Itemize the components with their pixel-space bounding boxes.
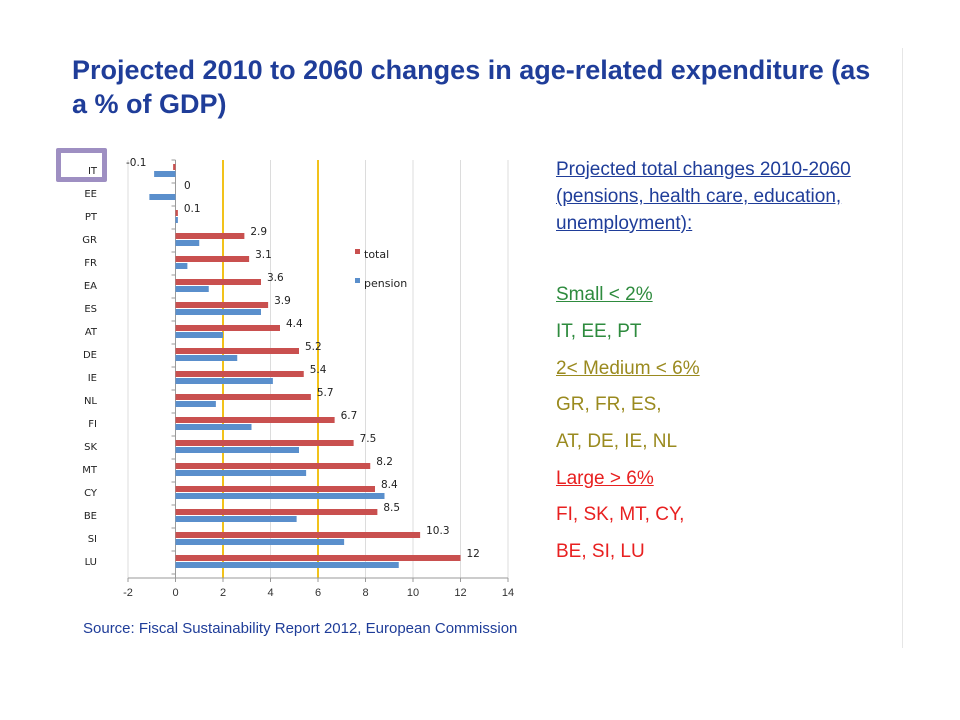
x-tick-label: 10 [407,587,419,599]
highlight-box [56,148,107,182]
data-label: 4.4 [286,318,303,330]
data-label: 5.2 [305,341,322,353]
total-bar [175,210,178,216]
pension-bar [175,493,385,499]
category-label: ES [84,304,97,315]
pension-bar [149,194,176,200]
category-label: CY [84,488,98,499]
medium-category-countries-1: GR, FR, ES, [556,394,662,415]
data-label: 6.7 [341,410,358,422]
data-label: 3.9 [274,295,291,307]
category-label: EA [84,281,97,292]
small-category-label: Small < 2% [556,284,653,305]
data-label: 5.7 [317,387,334,399]
large-category-label: Large > 6% [556,468,654,489]
source-note: Source: Fiscal Sustainability Report 201… [83,620,518,637]
legend-panel: Projected total changes 2010-2060 (pensi… [556,156,876,562]
x-tick-label: 12 [454,587,466,599]
total-bar [175,233,245,239]
legend-label-pension: pension [364,277,407,290]
total-bar [175,394,311,400]
x-tick-label: 6 [315,587,321,599]
total-bar [175,486,375,492]
pension-bar [175,217,178,223]
category-label: LU [85,557,97,568]
total-bar [175,532,421,538]
category-label: MT [82,465,98,476]
pension-bar [175,355,238,361]
category-label: SI [88,534,97,545]
category-label: FR [84,258,97,269]
slide-title: Projected 2010 to 2060 changes in age-re… [72,55,871,119]
data-label: 3.6 [267,272,284,284]
data-label: 0.1 [184,203,201,215]
x-tick-label: 14 [502,587,514,599]
data-label: 3.1 [255,249,272,261]
category-label: EE [84,189,97,200]
total-bar [175,302,269,308]
total-bar [175,279,261,285]
legend-swatch-pension [355,278,360,283]
pension-bar [175,401,216,407]
total-bar [175,417,335,423]
pension-bar [175,562,399,568]
category-label: PT [85,212,98,223]
x-tick-label: -2 [123,587,133,599]
large-category-countries-2: BE, SI, LU [556,541,645,562]
category-label: AT [85,327,98,338]
pension-bar [175,424,252,430]
total-bar [173,164,176,170]
pension-bar [175,539,345,545]
category-label: DE [83,350,97,361]
total-bar [175,440,354,446]
legend-label-total: total [364,248,389,261]
small-category-countries: IT, EE, PT [556,321,642,342]
x-tick-label: 2 [220,587,226,599]
total-bar [175,509,378,515]
large-category-countries-1: FI, SK, MT, CY, [556,504,685,525]
category-label: IE [88,373,97,384]
data-label: 7.5 [360,433,377,445]
pension-bar [175,447,299,453]
total-bar [175,325,280,331]
category-label: FI [88,419,97,430]
total-bar [175,256,250,262]
total-bar [175,348,299,354]
data-label: 0 [184,180,191,192]
data-label: -0.1 [126,157,147,169]
data-label: 2.9 [250,226,267,238]
category-label: IT [88,166,98,177]
x-tick-label: 4 [267,587,273,599]
data-label: 8.5 [383,502,400,514]
pension-bar [175,516,297,522]
pension-bar [175,286,209,292]
pension-bar [175,470,307,476]
category-label: BE [84,511,97,522]
slide-divider [902,48,903,648]
category-label: SK [84,442,97,453]
data-label: 8.2 [376,456,393,468]
total-bar [175,555,461,561]
total-bar [175,463,371,469]
medium-category-countries-2: AT, DE, IE, NL [556,431,678,452]
data-label: 10.3 [426,525,449,537]
category-label: NL [84,396,97,407]
x-tick-label: 0 [172,587,178,599]
medium-category-label: 2< Medium < 6% [556,358,700,379]
category-label: GR [82,235,97,246]
pension-bar [175,309,261,315]
pension-bar [175,240,200,246]
x-tick-label: 8 [362,587,368,599]
legend-swatch-total [355,249,360,254]
data-label: 5.4 [310,364,327,376]
pension-bar [175,378,273,384]
total-bar [175,371,304,377]
pension-bar [154,171,176,177]
data-label: 8.4 [381,479,398,491]
pension-bar [175,332,223,338]
legend-heading: Projected total changes 2010-2060 (pensi… [556,159,851,234]
data-label: 12 [467,548,480,560]
pension-bar [175,263,188,269]
